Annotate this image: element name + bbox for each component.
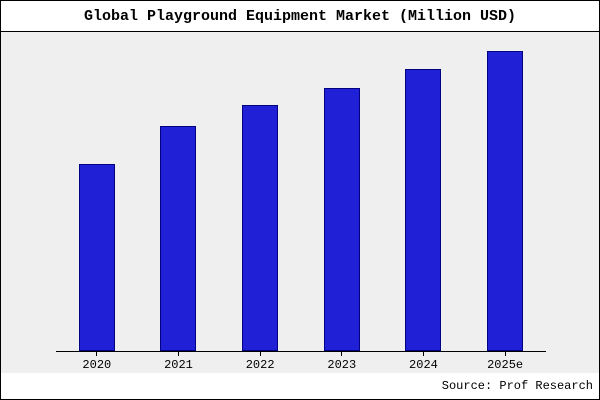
x-axis-line <box>56 351 546 352</box>
bar-2021 <box>160 126 197 351</box>
x-tick <box>341 352 343 356</box>
x-tick <box>96 352 98 356</box>
x-labels: 2020 2021 2022 2023 2024 2025e <box>56 352 546 372</box>
x-tick-label: 2021 <box>164 358 193 372</box>
x-tick-label: 2020 <box>82 358 112 372</box>
footer: Source: Prof Research <box>1 373 599 399</box>
x-tick <box>177 352 179 356</box>
x-tick-cell: 2025e <box>475 352 535 372</box>
x-tick-label: 2022 <box>245 358 275 372</box>
bar-2023 <box>323 87 360 351</box>
x-tick-cell: 2024 <box>393 352 453 372</box>
x-tick-cell: 2022 <box>230 352 290 372</box>
chart-title: Global Playground Equipment Market (Mill… <box>83 7 517 25</box>
bars-group <box>56 51 546 351</box>
x-tick-cell: 2021 <box>148 352 208 372</box>
x-tick-label: 2025e <box>487 358 524 372</box>
x-tick-label: 2023 <box>327 358 357 372</box>
x-tick-label: 2024 <box>409 358 438 372</box>
bar-2025e <box>487 51 524 351</box>
bar-2020 <box>78 164 115 351</box>
x-tick <box>504 352 506 356</box>
x-tick <box>422 352 424 356</box>
x-tick-cell: 2023 <box>312 352 372 372</box>
bar-2022 <box>242 105 279 351</box>
x-tick-cell: 2020 <box>67 352 127 372</box>
title-bar: Global Playground Equipment Market (Mill… <box>1 1 599 32</box>
x-tick <box>259 352 261 356</box>
source-text: Source: Prof Research <box>441 379 593 393</box>
bar-2024 <box>405 69 442 351</box>
